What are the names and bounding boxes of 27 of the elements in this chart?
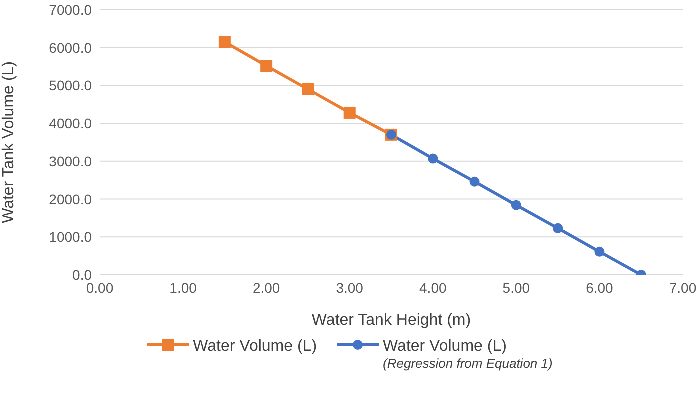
point — [470, 176, 480, 187]
point — [428, 154, 438, 164]
y-tick-label: 3000.0 — [49, 153, 92, 170]
y-tick-label: 2000.0 — [49, 191, 92, 208]
x-tick-label: 3.00 — [336, 280, 364, 296]
y-tick-label: 1000.0 — [49, 229, 92, 246]
point — [302, 84, 314, 96]
x-tick-label: 1.00 — [170, 280, 198, 296]
point — [594, 246, 605, 257]
y-axis-title: Water Tank Volume (L) — [0, 62, 18, 224]
x-tick-label: 5.00 — [502, 280, 530, 296]
y-tick-label: 4000.0 — [49, 116, 92, 132]
x-axis-title: Water Tank Height (m) — [312, 312, 472, 329]
legend-label: Water Volume (L) (Regression from Equation 1) — [383, 338, 553, 371]
x-tick-label: 4.00 — [420, 280, 447, 296]
y-tick-label: 6000.0 — [49, 40, 92, 56]
y-tick-label: 7000.0 — [49, 2, 92, 18]
point — [344, 106, 356, 119]
point — [553, 223, 564, 234]
point — [511, 200, 522, 210]
legend-label: Water Volume (L) — [193, 338, 318, 356]
x-tick-label: 7.00 — [669, 280, 697, 296]
x-tick-label: 2.00 — [252, 280, 280, 296]
point — [260, 60, 273, 72]
point — [218, 36, 231, 48]
y-tick-label: 5000.0 — [49, 78, 92, 94]
x-tick-label: 6.00 — [586, 280, 614, 296]
